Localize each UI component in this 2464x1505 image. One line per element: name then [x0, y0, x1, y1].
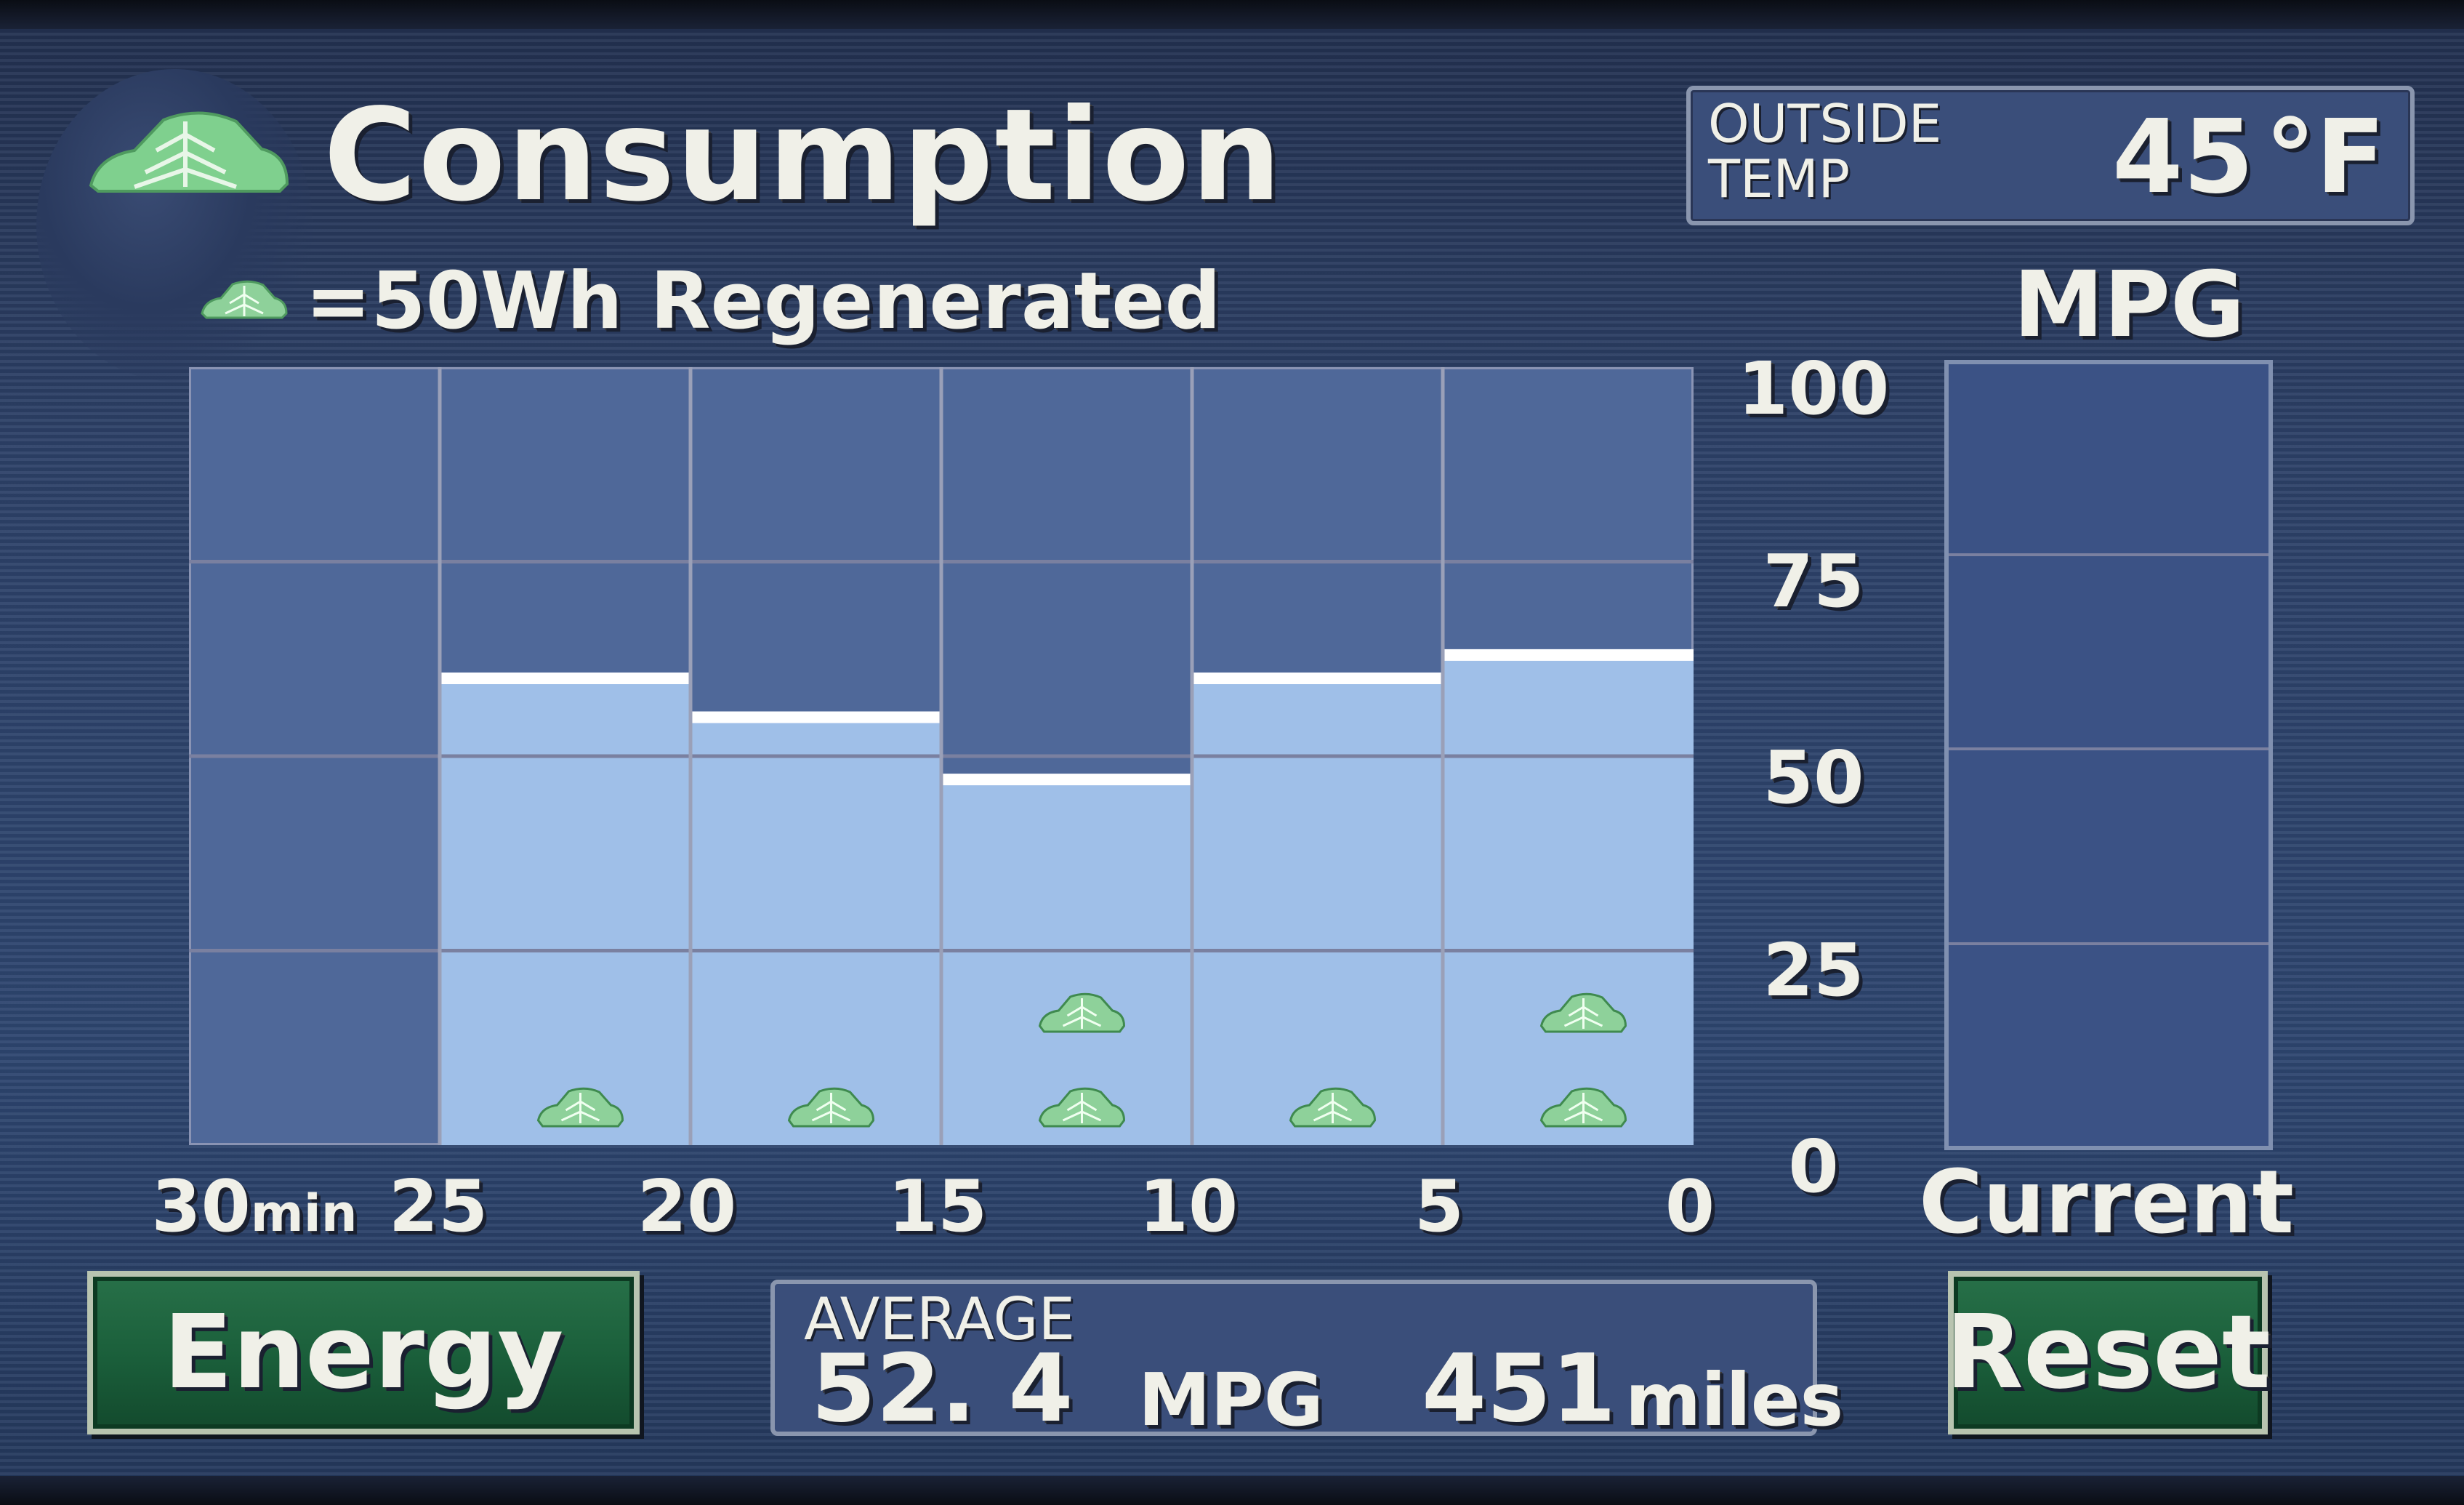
- gridline: [1949, 553, 2268, 556]
- y-tick-75: 75: [1763, 539, 1864, 624]
- leaf-car-icon: [1539, 1087, 1627, 1128]
- y-tick-50: 50: [1763, 735, 1864, 820]
- bezel-top: [0, 0, 2464, 29]
- reset-button-label: Reset: [1945, 1293, 2271, 1412]
- average-distance-value: 451: [1422, 1335, 1617, 1443]
- leaf-car-icon: [1289, 1087, 1377, 1128]
- x-tick-5: 5: [1414, 1165, 1465, 1248]
- outside-temp-value: 45: [2112, 98, 2254, 217]
- x-tick-25: 25: [388, 1165, 488, 1248]
- reset-button[interactable]: Reset: [1945, 1271, 2271, 1434]
- mpg-bar-10-5: [1192, 678, 1443, 1145]
- outside-temp-unit: °F: [2265, 98, 2386, 217]
- mpg-bar-cap: [691, 711, 941, 723]
- gridline: [1949, 942, 2268, 945]
- consumption-chart: [189, 367, 1694, 1145]
- average-panel: AVERAGE 52. 4 MPG 451 miles: [770, 1280, 1843, 1442]
- mpg-bar-cap: [1192, 673, 1443, 684]
- average-mpg-value: 52. 4: [811, 1335, 1074, 1443]
- outside-temp-label: OUTSIDE TEMP: [1708, 93, 1942, 209]
- current-label: Current: [1919, 1152, 2295, 1253]
- mpg-axis: 100 75 50 25 0: [1694, 346, 1933, 1207]
- bezel-bottom: [0, 1476, 2464, 1505]
- leaf-car-icon: [1539, 992, 1627, 1033]
- x-tick-unit: min: [250, 1184, 358, 1243]
- gridline: [1949, 747, 2268, 750]
- x-tick-0: 0: [1664, 1165, 1715, 1248]
- leaf-car-icon: [201, 280, 288, 319]
- average-distance-unit: miles: [1625, 1357, 1844, 1442]
- outside-temp-panel: OUTSIDE TEMP 45 °F: [1686, 86, 2415, 225]
- average-mpg-unit: MPG: [1138, 1357, 1324, 1442]
- energy-button-label: Energy: [163, 1293, 564, 1412]
- mpg-bar-cap: [1443, 649, 1694, 661]
- leaf-car-icon: [536, 1087, 624, 1128]
- leaf-car-icon: [1038, 992, 1126, 1033]
- mpg-bar-20-15: [691, 717, 941, 1145]
- y-tick-25: 25: [1763, 928, 1864, 1013]
- energy-button[interactable]: Energy: [87, 1271, 640, 1434]
- x-tick-15: 15: [887, 1165, 988, 1248]
- current-mpg-bar: [1944, 360, 2273, 1150]
- y-tick-0: 0: [1788, 1124, 1839, 1209]
- x-tick-30: 30min: [151, 1165, 358, 1248]
- mpg-bar-15-10: [941, 779, 1192, 1145]
- mpg-axis-title: MPG: [2013, 252, 2245, 358]
- mpg-bar-cap: [440, 673, 691, 684]
- x-tick-20: 20: [637, 1165, 737, 1248]
- average-label: AVERAGE: [804, 1285, 1076, 1353]
- page-title: Consumption: [323, 82, 1284, 230]
- leaf-car-icon: [89, 111, 289, 193]
- leaf-car-icon: [1038, 1087, 1126, 1128]
- mpg-bar-cap: [941, 774, 1192, 786]
- mpg-bar-5-0: [1443, 654, 1694, 1145]
- x-tick-10: 10: [1138, 1165, 1239, 1248]
- mpg-bar-25-20: [440, 678, 691, 1145]
- leaf-car-icon: [787, 1087, 875, 1128]
- y-tick-100: 100: [1737, 346, 1890, 431]
- legend-text: =50Wh Regenerated: [305, 256, 1221, 347]
